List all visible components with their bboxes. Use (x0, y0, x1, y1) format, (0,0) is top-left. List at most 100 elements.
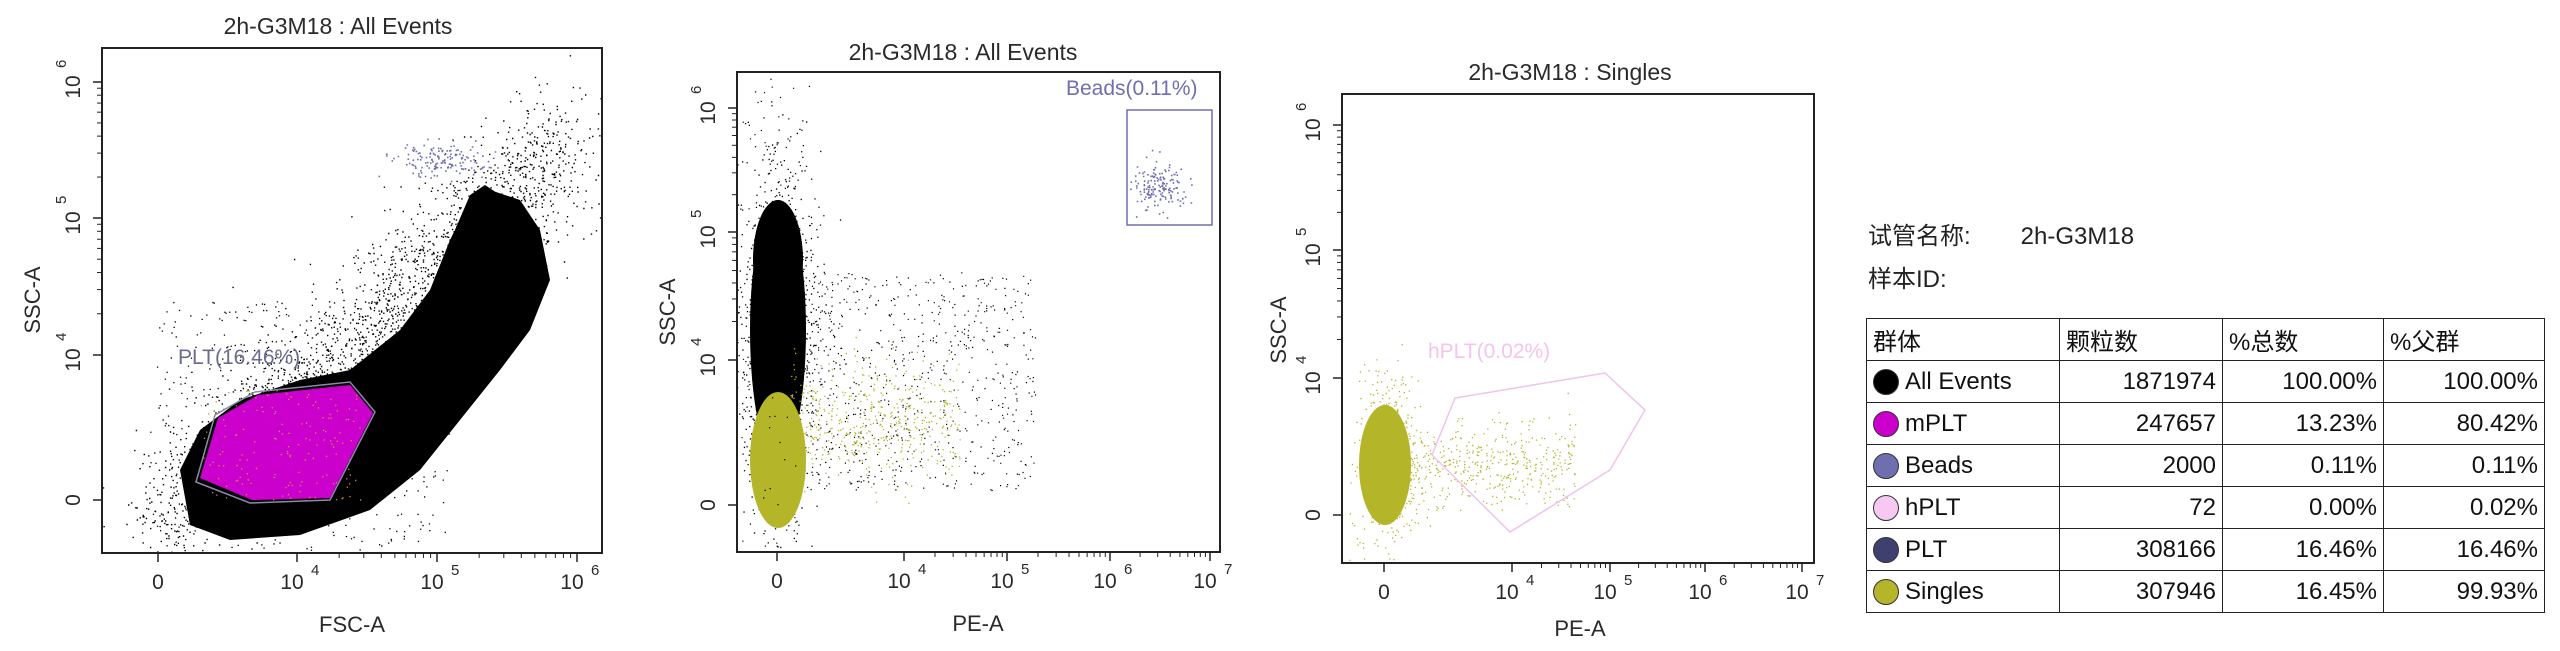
plot-1-xtick-label: 10 (420, 571, 443, 594)
plot-2-ylabel: SSC-A (655, 278, 680, 346)
percent-parent-cell: 0.11% (2383, 444, 2545, 487)
percent-total-cell: 13.23% (2222, 402, 2384, 445)
event-count-cell: 72 (2059, 486, 2223, 529)
population-name: Beads (1905, 451, 1974, 479)
plot-2-xtick-exponent: 5 (1021, 561, 1029, 578)
population-name: mPLT (1905, 409, 1968, 437)
event-count-cell: 308166 (2059, 528, 2223, 571)
table-row: hPLT 72 0.00% 0.02% (1866, 486, 2545, 529)
percent-parent-cell: 16.46% (2383, 528, 2545, 571)
plot-3-ytick-exponent: 5 (1293, 228, 1310, 236)
plot-2: 2h-G3M18 : All Events Beads(0.11%) 0 1041… (655, 39, 1232, 636)
population-name: Singles (1905, 577, 1984, 605)
table-body: All Events 1871974 100.00% 100.00% mPLT 24765… (1866, 360, 2545, 613)
plot-2-ytick-label: 10 (697, 101, 720, 124)
population-name: PLT (1905, 535, 1948, 563)
percent-total-cell: 0.00% (2222, 486, 2384, 529)
plot-1-ytick-group: 0 (62, 494, 85, 506)
plot-2-xtick-label: 10 (887, 570, 910, 593)
plot-1-ytick-label: 0 (62, 494, 85, 506)
plot-3-xtick-exponent: 5 (1624, 572, 1632, 589)
plot-2-ytick-group: 10 5 (688, 210, 720, 249)
plot-1-xtick-label: 10 (560, 571, 583, 594)
event-dots (200, 390, 362, 502)
plot-1-gate-plt[interactable] (195, 381, 376, 504)
percent-total-cell: 16.45% (2222, 570, 2384, 613)
event-dots (1349, 343, 1433, 562)
plot-1-xtick-label: 10 (280, 571, 303, 594)
plot-3-frame (1341, 93, 1815, 564)
tube-name-label: 试管名称: (1868, 223, 1971, 250)
event-dots (1410, 392, 1577, 524)
percent-parent-cell: 100.00% (2383, 360, 2545, 403)
plot-3-ytick-group: 0 (1302, 509, 1325, 521)
plot-1-xtick-exponent: 6 (591, 562, 599, 579)
plot-3-gate-label: hPLT(0.02%) (1428, 340, 1550, 363)
plot-1-xlabel: FSC-A (319, 612, 385, 637)
plot-2-ytick-group: 10 4 (688, 338, 720, 377)
population-color-icon (1873, 495, 1899, 522)
plot-1-ylabel: SSC-A (20, 266, 45, 334)
population-cell: PLT (1866, 528, 2060, 571)
event-dots (378, 138, 521, 183)
event-dots (1130, 149, 1193, 219)
population-color-icon (1873, 579, 1899, 606)
plot-2-gate-label: Beads(0.11%) (1066, 77, 1198, 100)
plot-2-axes: 0 10 4 10 5 10 6 10 7 0 10 4 10 5 10 6 (688, 86, 1232, 593)
table-row: PLT 308166 16.46% 16.46% (1866, 528, 2545, 571)
plot-3-xtick-label: 0 (1378, 581, 1390, 604)
percent-parent-cell: 0.02% (2383, 486, 2545, 529)
plot-2-title: 2h-G3M18 : All Events (849, 39, 1078, 65)
event-cluster (200, 385, 373, 500)
population-cell: mPLT (1866, 402, 2060, 445)
plot-1-axes: 0 10 4 10 5 10 6 0 10 4 10 5 10 6 (53, 60, 599, 594)
plot-1-events (102, 48, 602, 553)
table-row: All Events 1871974 100.00% 100.00% (1866, 360, 2545, 403)
plot-1-ytick-exponent: 4 (53, 333, 70, 341)
plot-1-ytick-label: 10 (62, 348, 85, 371)
plot-3-events (1349, 343, 1577, 562)
event-dots (102, 48, 602, 553)
population-cell: Beads (1866, 444, 2060, 487)
population-stats-table: 群体 颗粒数 %总数 %父群 All Events 1871974 100.00% 1… (1866, 318, 2545, 613)
plot-3-xtick-label: 10 (1593, 581, 1616, 604)
plot-3-ytick-group: 10 6 (1293, 103, 1325, 142)
plot-2-events (737, 78, 1193, 552)
plot-3-ytick-label: 10 (1302, 243, 1325, 266)
population-cell: Singles (1866, 570, 2060, 613)
percent-total-cell: 16.46% (2222, 528, 2384, 571)
plot-3-axes: 0 10 4 10 5 10 6 10 7 0 10 4 10 5 10 6 (1293, 103, 1824, 604)
plot-3-ytick-group: 10 4 (1293, 356, 1325, 395)
event-count-cell: 2000 (2059, 444, 2223, 487)
plot-2-gate-beads[interactable] (1126, 109, 1213, 226)
plot-1-ytick-group: 10 5 (53, 196, 85, 235)
plot-3-xtick-label: 10 (1688, 581, 1711, 604)
population-name: All Events (1905, 367, 2012, 395)
population-color-icon (1873, 453, 1899, 480)
plot-1-ytick-exponent: 6 (53, 60, 70, 68)
event-count-cell: 307946 (2059, 570, 2223, 613)
plot-1-ytick-group: 10 4 (53, 333, 85, 372)
event-count-cell: 1871974 (2059, 360, 2223, 403)
table-header-row: 群体 颗粒数 %总数 %父群 (1866, 318, 2545, 361)
plot-3-ytick-label: 0 (1302, 509, 1325, 521)
percent-total-cell: 100.00% (2222, 360, 2384, 403)
plot-3-ylabel: SSC-A (1266, 296, 1291, 364)
event-count-cell: 247657 (2059, 402, 2223, 445)
plot-3-xtick-exponent: 7 (1816, 572, 1824, 589)
plot-3-ytick-group: 10 5 (1293, 228, 1325, 267)
plot-1-ytick-label: 10 (62, 211, 85, 234)
population-name: hPLT (1905, 493, 1961, 521)
plot-3-xlabel: PE-A (1554, 616, 1606, 641)
table-row: Beads 2000 0.11% 0.11% (1866, 444, 2545, 487)
plots-canvas: 2h-G3M18 : All Events PLT(16.46%) 0 10410… (20, 13, 1824, 641)
plot-2-xtick-exponent: 4 (918, 561, 926, 578)
plot-3: 2h-G3M18 : Singles hPLT(0.02%) 0 10410510… (1266, 59, 1824, 641)
plot-2-xtick-label: 10 (990, 570, 1013, 593)
plot-2-frame (736, 71, 1221, 553)
population-cell: hPLT (1866, 486, 2060, 529)
plot-3-gate-hplt[interactable] (1431, 372, 1646, 533)
plot-1-xtick-label: 0 (152, 571, 164, 594)
header-population: 群体 (1866, 318, 2060, 361)
plot-3-xtick-label: 10 (1495, 581, 1518, 604)
